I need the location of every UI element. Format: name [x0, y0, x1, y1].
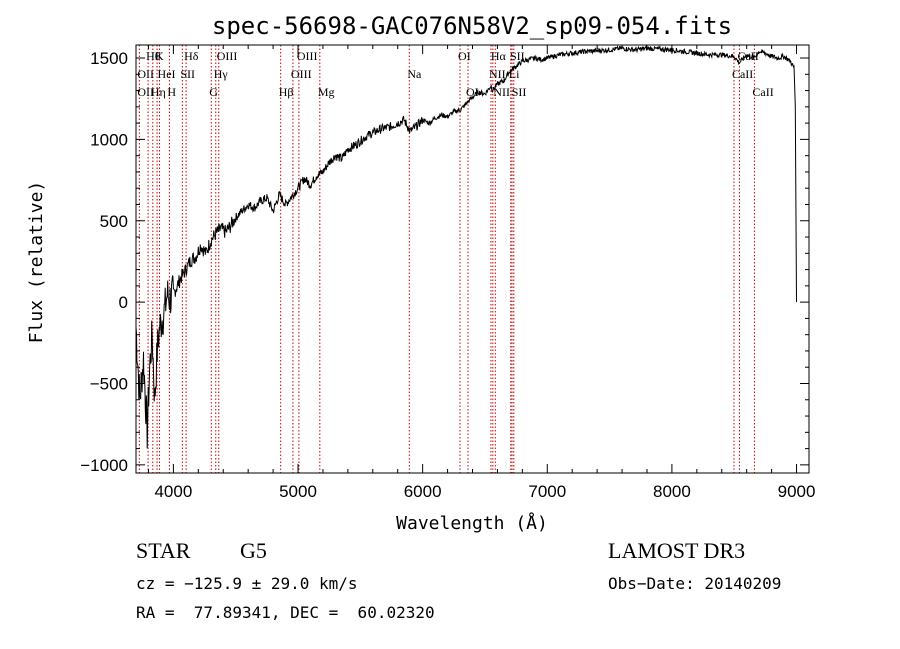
line-label-11: SII	[180, 67, 195, 81]
line-label-16: Li	[509, 67, 520, 81]
line-label-9: OII	[137, 67, 154, 81]
x-tick-label: 7000	[528, 482, 566, 501]
object-class: STAR	[136, 538, 191, 563]
line-label-8: CaII	[737, 49, 758, 63]
line-label-18: OII	[137, 85, 154, 99]
x-tick-label: 9000	[778, 482, 816, 501]
y-tick-label: 500	[100, 212, 128, 231]
line-label-5: OI	[458, 49, 471, 63]
coordinates: RA = 77.89341, DEC = 60.02320	[136, 603, 435, 622]
x-axis: 4000 5000 6000 7000 8000 9000	[147, 45, 816, 501]
line-label-3: OIII	[217, 49, 238, 63]
line-label-14: Na	[407, 67, 422, 81]
redshift-velocity: cz = −125.9 ± 29.0 km/s	[136, 574, 358, 593]
line-label-27: CaII	[752, 85, 773, 99]
line-label-15: NII	[489, 67, 506, 81]
line-label-0: Hθ	[146, 49, 161, 63]
line-label-17: CaII	[732, 67, 753, 81]
x-axis-label: Wavelength (Å)	[396, 512, 548, 534]
y-axis: −1000 −500 0 500 1000 1500	[80, 49, 809, 475]
plot-frame	[135, 44, 810, 474]
y-tick-label: 1000	[90, 130, 128, 149]
line-label-13: OIII	[291, 67, 312, 81]
line-label-20: H	[167, 85, 176, 99]
line-label-7: SII	[510, 49, 525, 63]
line-label-12: Hγ	[214, 67, 229, 81]
line-label-6: Hα	[491, 49, 507, 63]
line-label-25: NII	[493, 85, 510, 99]
line-label-19: Hη	[151, 85, 166, 99]
object-subclass: G5	[240, 538, 267, 563]
line-label-2: Hδ	[184, 49, 199, 63]
y-tick-label: −500	[90, 374, 128, 393]
y-tick-label: −1000	[80, 456, 128, 475]
line-label-24: OI	[466, 85, 479, 99]
y-tick-label: 1500	[90, 49, 128, 68]
x-tick-label: 5000	[279, 482, 317, 501]
y-tick-label: 0	[119, 293, 128, 312]
line-label-4: OIII	[297, 49, 318, 63]
line-label-1: K	[155, 49, 164, 63]
line-label-26: SII	[512, 85, 527, 99]
line-label-21: G	[209, 85, 218, 99]
x-tick-label: 6000	[404, 482, 442, 501]
line-label-10: HeI	[158, 67, 176, 81]
y-axis-label: Flux (relative)	[26, 181, 47, 344]
x-tick-label: 8000	[653, 482, 691, 501]
spectrum-line	[135, 44, 797, 449]
line-label-23: Mg	[318, 85, 335, 99]
observation-date: Obs−Date: 20140209	[608, 574, 782, 593]
spectrum-series	[135, 44, 797, 449]
survey-name: LAMOST DR3	[608, 538, 746, 563]
line-label-22: Hβ	[279, 85, 294, 99]
emission-line-markers	[138, 45, 755, 473]
chart-title: spec-56698-GAC076N58V2_sp09-054.fits	[212, 12, 732, 40]
x-tick-label: 4000	[154, 482, 192, 501]
